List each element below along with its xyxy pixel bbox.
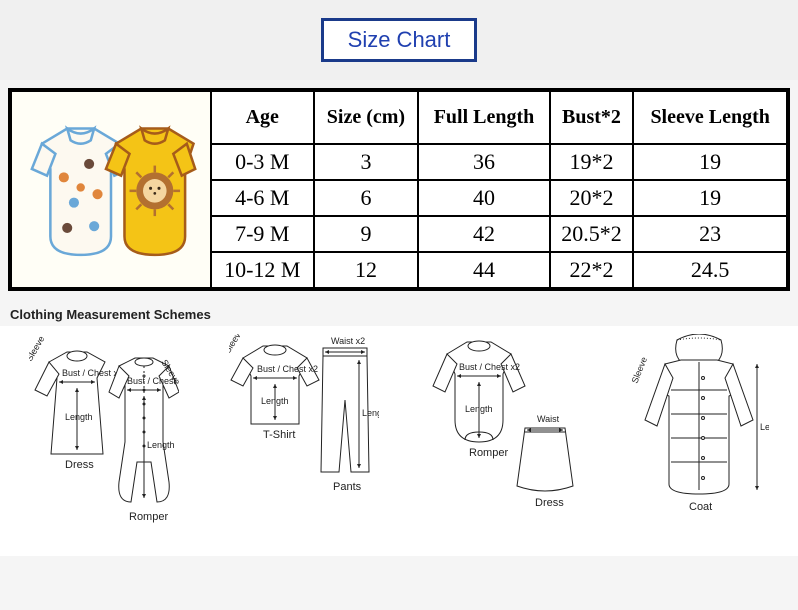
svg-text:Romper: Romper (469, 447, 508, 459)
cell-sleeve: 24.5 (633, 252, 787, 288)
schemes-title: Clothing Measurement Schemes (10, 307, 798, 322)
cell-bust: 22*2 (550, 252, 634, 288)
cell-full: 42 (418, 216, 549, 252)
svg-text:T-Shirt: T-Shirt (263, 429, 295, 441)
svg-text:Length: Length (362, 408, 379, 418)
svg-text:Sleeve: Sleeve (630, 355, 650, 384)
cell-full: 36 (418, 144, 549, 180)
cell-sleeve: 23 (633, 216, 787, 252)
svg-text:Pants: Pants (333, 481, 362, 493)
svg-text:Dress: Dress (535, 497, 564, 509)
svg-text:Bust / Chest x2: Bust / Chest x2 (459, 362, 520, 372)
svg-text:Bust / Chest x2: Bust / Chest x2 (62, 368, 123, 378)
cell-sleeve: 19 (633, 144, 787, 180)
svg-text:Sleeve: Sleeve (29, 334, 46, 363)
cell-size: 3 (314, 144, 419, 180)
size-table-wrap: Age Size (cm) Full Length Bust*2 Sleeve … (8, 88, 790, 291)
cell-age: 10-12 M (211, 252, 314, 288)
product-onesies-illustration (16, 110, 206, 270)
svg-text:Romper: Romper (129, 511, 168, 523)
svg-text:Sleeve: Sleeve (229, 334, 245, 355)
svg-text:Length: Length (261, 396, 289, 406)
cell-sleeve: 19 (633, 180, 787, 216)
measurement-schemes: Bust / Chest x2 Length Sleeve Dress Bust… (0, 326, 798, 556)
svg-text:Length: Length (65, 412, 93, 422)
col-full: Full Length (418, 91, 549, 144)
scheme-dress-romper: Bust / Chest x2 Length Sleeve Dress Bust… (29, 334, 179, 524)
title-bar: Size Chart (0, 0, 798, 80)
svg-text:Waist: Waist (537, 414, 560, 424)
cell-size: 12 (314, 252, 419, 288)
cell-age: 7-9 M (211, 216, 314, 252)
col-size: Size (cm) (314, 91, 419, 144)
col-sleeve: Sleeve Length (633, 91, 787, 144)
col-bust: Bust*2 (550, 91, 634, 144)
svg-text:Bust / Chest x2: Bust / Chest x2 (257, 364, 318, 374)
cell-full: 44 (418, 252, 549, 288)
title-box: Size Chart (321, 18, 478, 62)
cell-size: 9 (314, 216, 419, 252)
cell-bust: 20*2 (550, 180, 634, 216)
svg-text:Length: Length (465, 404, 493, 414)
svg-text:Length: Length (147, 440, 175, 450)
cell-age: 4-6 M (211, 180, 314, 216)
page-title: Size Chart (348, 27, 451, 52)
svg-text:Waist x2: Waist x2 (331, 336, 365, 346)
cell-bust: 19*2 (550, 144, 634, 180)
svg-text:Length: Length (760, 422, 769, 432)
scheme-coat: Length Sleeve Coat (629, 334, 769, 524)
cell-age: 0-3 M (211, 144, 314, 180)
cell-bust: 20.5*2 (550, 216, 634, 252)
svg-text:Coat: Coat (689, 501, 712, 513)
size-table: Age Size (cm) Full Length Bust*2 Sleeve … (10, 90, 788, 289)
product-image-cell (11, 91, 211, 288)
svg-text:Dress: Dress (65, 459, 94, 471)
table-header-row: Age Size (cm) Full Length Bust*2 Sleeve … (11, 91, 787, 144)
scheme-romper-dress: Bust / Chest x2 Length Romper Waist Dres… (429, 334, 579, 524)
scheme-tshirt-pants: Bust / Chest x2 Length Sleeve T-Shirt Wa… (229, 334, 379, 524)
cell-full: 40 (418, 180, 549, 216)
col-age: Age (211, 91, 314, 144)
cell-size: 6 (314, 180, 419, 216)
